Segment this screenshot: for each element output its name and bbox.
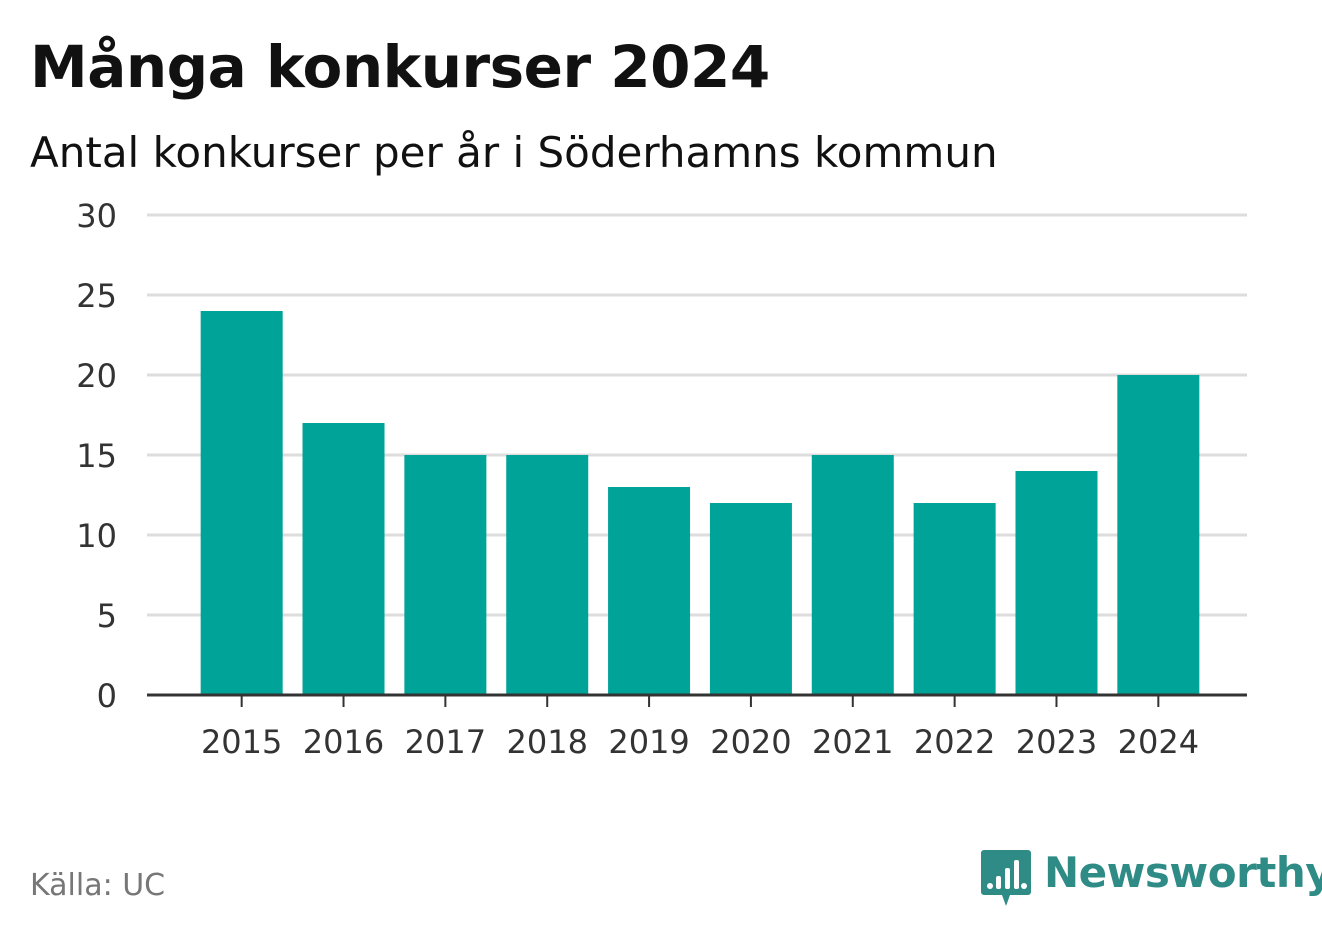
- bar-2015: [200, 311, 283, 695]
- bar-2016: [302, 423, 385, 695]
- bar-2021: [811, 455, 894, 695]
- y-axis-ticks: 0 5 10 15 20 25 30: [76, 197, 117, 715]
- bar-2019: [608, 487, 691, 695]
- bar-2018: [506, 455, 589, 695]
- bar-2017: [404, 455, 487, 695]
- x-tick-label: 2015: [201, 723, 282, 761]
- x-tick-label: 2024: [1118, 723, 1199, 761]
- x-tick-label: 2016: [303, 723, 384, 761]
- x-tick-label: 2022: [914, 723, 995, 761]
- chart-title: Många konkurser 2024: [30, 33, 770, 101]
- bars: [200, 311, 1200, 695]
- x-tick-label: 2020: [710, 723, 791, 761]
- y-tick-label: 10: [76, 517, 117, 555]
- x-tick-label: 2018: [507, 723, 588, 761]
- source-note: Källa: UC: [30, 868, 166, 903]
- y-tick-label: 0: [97, 677, 117, 715]
- y-tick-label: 30: [76, 197, 117, 235]
- bar-2020: [709, 503, 792, 695]
- bar-2024: [1117, 375, 1200, 695]
- y-tick-label: 25: [76, 277, 117, 315]
- x-axis-ticks: 2015 2016 2017 2018 2019 2020 2021 2022 2023 2024: [201, 695, 1199, 761]
- y-tick-label: 5: [97, 597, 117, 635]
- x-tick-label: 2023: [1016, 723, 1097, 761]
- x-tick-label: 2019: [608, 723, 689, 761]
- bar-2022: [913, 503, 996, 695]
- x-tick-label: 2017: [405, 723, 486, 761]
- newsworthy-logo: Newsworthy: [980, 848, 1322, 912]
- newsworthy-logo-icon: [981, 850, 1031, 906]
- bar-2023: [1015, 471, 1098, 695]
- chart-subtitle: Antal konkurser per år i Söderhamns komm…: [30, 128, 998, 177]
- y-tick-label: 15: [76, 437, 117, 475]
- brand-name: Newsworthy: [1044, 848, 1322, 897]
- x-tick-label: 2021: [812, 723, 893, 761]
- y-tick-label: 20: [76, 357, 117, 395]
